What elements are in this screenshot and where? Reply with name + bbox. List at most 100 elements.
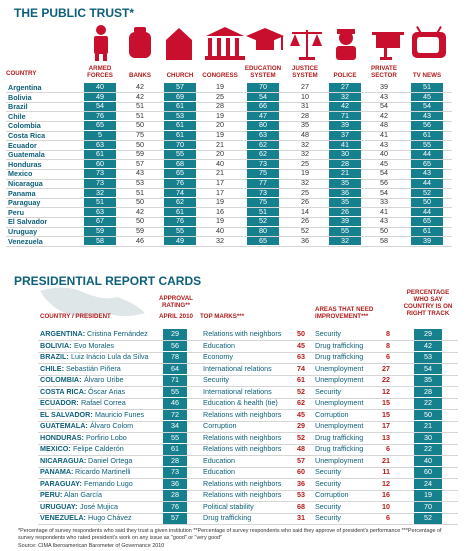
trust-value: 74 [164, 188, 196, 198]
right-track: 60 [414, 467, 442, 478]
trust-value: 32 [301, 178, 309, 187]
country: NICARAGUA: [40, 455, 87, 465]
president: Luiz Inácio Lula da Silva [71, 352, 149, 361]
trust-value: 36 [329, 188, 361, 198]
trust-value: 14 [301, 206, 309, 216]
top-score: 74 [297, 363, 305, 373]
country-name: Colombia [8, 121, 41, 131]
trust-value: 39 [329, 121, 361, 130]
report-title: PRESIDENTIAL REPORT CARDS [14, 274, 202, 288]
trust-value: 57 [136, 158, 144, 168]
improve-area: Unemployment [315, 363, 364, 373]
country: COLOMBIA: [40, 375, 82, 384]
row-line [38, 420, 458, 422]
trust-value: 25 [301, 187, 309, 197]
row-line [38, 397, 458, 399]
trust-value: 56 [411, 121, 443, 130]
top-score: 31 [297, 513, 305, 522]
row-line [6, 149, 452, 151]
top-mark: Drug trafficking [203, 513, 252, 522]
improve-score: 15 [382, 398, 390, 407]
improve-score: 17 [382, 421, 390, 430]
trust-value: 73 [247, 159, 279, 169]
trust-value: 77 [247, 178, 279, 188]
trust-value: 50 [136, 120, 144, 130]
top-score: 48 [297, 444, 305, 453]
trust-value: 54 [247, 92, 279, 102]
trust-value: 61 [411, 130, 443, 140]
improve-area: Security [315, 467, 341, 476]
column-header: ARMED FORCES [87, 65, 113, 79]
right-track: 54 [414, 363, 442, 374]
top-score: 52 [297, 432, 305, 442]
top-mark: International relations [203, 363, 272, 373]
trust-value: 61 [164, 207, 196, 217]
right-track: 42 [414, 340, 442, 351]
map-graphic [40, 287, 145, 317]
row-line [6, 245, 452, 247]
president: Daniel Ortega [88, 455, 133, 465]
top-score: 57 [297, 455, 305, 465]
improve-score: 6 [386, 513, 390, 522]
trust-value: 30 [329, 150, 361, 159]
top-score: 50 [297, 329, 305, 338]
header-country: COUNTRY / PRESIDENT [40, 313, 111, 320]
trust-value: 42 [380, 110, 388, 120]
source: Source: CIMA Iberoamerican Barometer of … [18, 543, 165, 549]
president: Rafael Correa [81, 398, 126, 407]
trust-value: 46 [136, 235, 144, 245]
row-line [6, 168, 452, 170]
trust-value: 20 [216, 149, 224, 159]
top-mark: Education [203, 455, 235, 465]
trust-value: 75 [136, 130, 144, 139]
trust-value: 62 [247, 150, 279, 159]
header-approval-date: APRIL 2010 [159, 313, 193, 320]
row-line [6, 120, 452, 122]
trust-value: 39 [329, 217, 361, 226]
approval: 78 [163, 352, 187, 363]
country-name: Argentina [8, 83, 42, 92]
right-track: 50 [414, 409, 442, 420]
trust-value: 32 [84, 188, 116, 198]
trust-value: 50 [411, 198, 443, 207]
trust-value: 39 [411, 236, 443, 246]
approval: 34 [163, 421, 187, 432]
trust-value: 51 [136, 110, 144, 120]
top-score: 45 [297, 409, 305, 419]
trust-value: 5 [84, 130, 116, 140]
right-track: 21 [414, 421, 442, 432]
trust-value: 16 [216, 206, 224, 216]
trust-value: 51 [84, 198, 116, 207]
trust-value: 40 [84, 82, 116, 92]
improve-area: Drug trafficking [315, 444, 364, 453]
improve-score: 22 [382, 375, 390, 384]
trust-value: 41 [380, 206, 388, 216]
header-track: PERCENTAGE WHO SAY COUNTRY IS ON RIGHT T… [403, 289, 453, 317]
approval: 64 [163, 363, 187, 374]
trust-value: 40 [216, 226, 224, 235]
approval: 46 [163, 398, 187, 409]
trust-value: 65 [411, 217, 443, 226]
trust-value: 42 [136, 206, 144, 216]
right-track: 28 [414, 386, 442, 397]
trust-value: 55 [164, 226, 196, 236]
trust-value: 54 [84, 102, 116, 111]
approval: 29 [163, 329, 187, 340]
row-line [6, 140, 452, 142]
trust-value: 28 [301, 110, 309, 120]
trust-value: 55 [329, 226, 361, 236]
trust-value: 55 [164, 150, 196, 159]
trust-value: 71 [329, 111, 361, 121]
improve-score: 16 [382, 490, 390, 499]
approval: 28 [163, 455, 187, 466]
top-mark: Relations with neighbors [203, 329, 282, 338]
top-score: 36 [297, 478, 305, 488]
trust-value: 62 [164, 198, 196, 207]
trust-value: 43 [136, 168, 144, 178]
country-name: Honduras [8, 159, 42, 169]
trust-value: 21 [216, 168, 224, 178]
trust-value: 50 [136, 139, 144, 149]
trust-value: 26 [301, 197, 309, 207]
trust-value: 40 [380, 149, 388, 159]
country-name: Venezuela [8, 236, 43, 246]
